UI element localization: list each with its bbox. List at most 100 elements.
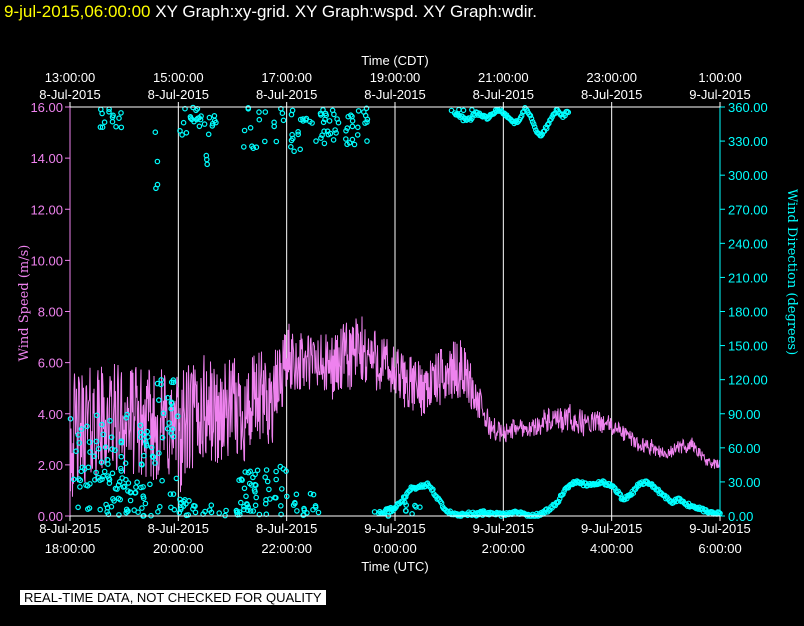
wind-direction-point bbox=[155, 508, 161, 515]
bottom-tick-label: 8-Jul-2015 bbox=[39, 521, 100, 536]
wind-direction-point bbox=[347, 112, 354, 119]
bottom-tick-label: 4:00:00 bbox=[590, 541, 633, 556]
wind-direction-point bbox=[333, 130, 339, 136]
wind-direction-point bbox=[102, 444, 109, 451]
wind-direction-point bbox=[355, 108, 362, 114]
wind-direction-point bbox=[530, 121, 537, 127]
top-tick-label: 8-Jul-2015 bbox=[364, 87, 425, 102]
wind-direction-point bbox=[158, 377, 165, 383]
wind-direction-point bbox=[97, 506, 104, 513]
wind-direction-point bbox=[170, 433, 177, 440]
wind-direction-point bbox=[143, 441, 150, 447]
top-tick-label: 13:00:00 bbox=[45, 70, 96, 85]
left-axis-title: Wind Speed (m/s) bbox=[17, 245, 32, 362]
wind-direction-point bbox=[344, 125, 351, 131]
wind-direction-point bbox=[177, 496, 183, 503]
wind-direction-point bbox=[159, 434, 166, 441]
wind-direction-point bbox=[116, 512, 122, 518]
right-tick-label: 360.00 bbox=[728, 100, 768, 115]
left-tick-label: 6.00 bbox=[38, 356, 63, 371]
wind-speed-series bbox=[69, 316, 721, 497]
wind-direction-point bbox=[250, 508, 257, 514]
wind-direction-point bbox=[124, 411, 130, 418]
wind-direction-point bbox=[241, 506, 247, 513]
wind-direction-point bbox=[244, 501, 251, 508]
wind-direction-point bbox=[159, 477, 165, 484]
wind-direction-point bbox=[280, 117, 287, 124]
wind-direction-point bbox=[156, 450, 162, 457]
wind-direction-point bbox=[93, 469, 99, 476]
wind-direction-point bbox=[326, 118, 333, 124]
wind-direction-point bbox=[121, 483, 128, 490]
right-tick-label: 150.00 bbox=[728, 339, 768, 354]
wind-direction-point bbox=[252, 502, 259, 509]
wind-direction-point bbox=[256, 109, 262, 115]
wind-direction-point bbox=[323, 112, 330, 119]
wind-direction-point bbox=[156, 397, 162, 403]
wind-direction-point bbox=[109, 470, 116, 477]
wind-direction-point bbox=[346, 140, 353, 146]
wind-direction-point bbox=[335, 119, 342, 126]
wind-direction-point bbox=[118, 110, 124, 116]
wind-direction-point bbox=[528, 115, 535, 122]
wind-direction-point bbox=[134, 479, 140, 486]
right-tick-label: 90.00 bbox=[728, 407, 761, 422]
wind-direction-point bbox=[183, 500, 189, 507]
wind-direction-point bbox=[310, 491, 317, 498]
wind-direction-point bbox=[313, 138, 319, 144]
wind-direction-point bbox=[112, 447, 118, 454]
bottom-tick-label: 9-Jul-2015 bbox=[689, 521, 750, 536]
wind-direction-point bbox=[456, 106, 462, 113]
wind-direction-point bbox=[99, 421, 105, 428]
top-tick-label: 21:00:00 bbox=[478, 70, 529, 85]
bottom-tick-label: 8-Jul-2015 bbox=[148, 521, 209, 536]
wind-direction-point bbox=[460, 107, 467, 114]
wind-direction-point bbox=[351, 141, 358, 148]
wind-direction-point bbox=[273, 494, 279, 501]
bottom-tick-label: 8-Jul-2015 bbox=[256, 521, 317, 536]
ticks-layer: 0.00 2.00 4.00 6.00 8.00 10.00 12.00 14.00 16.00… bbox=[17, 53, 799, 574]
wind-direction-point bbox=[303, 115, 310, 122]
wind-direction-point bbox=[307, 490, 314, 497]
wind-direction-point bbox=[145, 434, 151, 440]
wind-direction-point bbox=[75, 504, 81, 511]
wind-direction-point bbox=[211, 117, 218, 124]
wind-direction-point bbox=[349, 136, 356, 143]
wind-direction-point bbox=[95, 445, 102, 452]
wind-direction-point bbox=[273, 138, 280, 145]
left-tick-label: 2.00 bbox=[38, 458, 63, 473]
wind-direction-point bbox=[87, 449, 93, 455]
wind-direction-point bbox=[203, 152, 210, 159]
wind-direction-point bbox=[109, 446, 115, 452]
left-tick-label: 4.00 bbox=[38, 407, 63, 422]
top-tick-label: 8-Jul-2015 bbox=[256, 87, 317, 102]
wind-direction-point bbox=[116, 478, 123, 485]
wind-direction-point bbox=[77, 477, 84, 484]
wind-direction-point bbox=[169, 426, 176, 432]
wind-direction-point bbox=[150, 454, 157, 460]
wind-direction-point bbox=[142, 500, 149, 507]
wind-direction-point bbox=[75, 432, 82, 438]
wind-direction-point bbox=[245, 469, 252, 476]
wind-direction-point bbox=[170, 491, 177, 497]
wind-direction-point bbox=[141, 452, 147, 459]
wind-direction-point bbox=[164, 425, 171, 432]
wind-direction-point bbox=[278, 511, 284, 518]
wind-direction-point bbox=[100, 431, 106, 438]
wind-direction-point bbox=[321, 140, 328, 147]
wind-direction-point bbox=[262, 109, 269, 115]
top-tick-label: 8-Jul-2015 bbox=[148, 87, 209, 102]
wind-direction-point bbox=[179, 132, 185, 138]
wind-direction-point bbox=[273, 468, 279, 475]
wind-direction-point bbox=[315, 509, 322, 516]
wind-direction-point bbox=[133, 484, 139, 490]
wind-direction-point bbox=[237, 511, 243, 518]
wind-direction-point bbox=[409, 510, 415, 517]
wind-direction-point bbox=[73, 448, 79, 455]
wind-speed-line bbox=[69, 316, 721, 497]
wind-direction-point bbox=[113, 123, 119, 130]
wind-direction-point bbox=[148, 444, 155, 451]
wind-direction-point bbox=[107, 417, 113, 424]
wind-direction-point bbox=[118, 468, 125, 474]
bottom-tick-label: 9-Jul-2015 bbox=[581, 521, 642, 536]
